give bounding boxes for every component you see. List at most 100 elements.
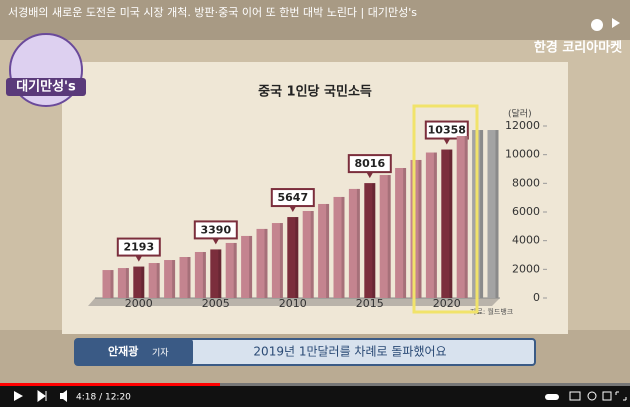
bar-side [249, 235, 253, 298]
bar [241, 235, 253, 298]
callout-box [116, 237, 161, 257]
bar [164, 260, 176, 298]
bar [102, 270, 114, 298]
next-button[interactable] [37, 390, 47, 402]
bar [487, 130, 499, 298]
highlight-box [412, 104, 479, 314]
time-display: 4:18 / 12:20 [76, 393, 131, 403]
brand: 한경 코리아마켓 [534, 40, 622, 56]
bar-side [356, 188, 360, 298]
bar [133, 266, 145, 298]
y-tick-label: 6000 [512, 205, 540, 218]
caption-text: 2019년 1만달러를 차례로 돌파했어요 [253, 345, 446, 359]
bar [117, 268, 129, 298]
logo: 대기만성's [16, 79, 76, 95]
bar-side [449, 149, 453, 298]
bar-side [433, 152, 437, 298]
bar-side [310, 210, 314, 298]
chart-title: 중국 1인당 국민소득 [258, 84, 372, 100]
bar [225, 242, 237, 298]
bar [333, 196, 345, 298]
bar-side [372, 183, 376, 298]
bar [379, 175, 391, 298]
clock-icon[interactable] [591, 19, 603, 31]
bar-side [172, 260, 176, 298]
bar-side [326, 203, 330, 298]
settings-button[interactable] [587, 391, 597, 401]
data-label: 5647 [277, 191, 308, 204]
autoplay-toggle[interactable] [545, 394, 559, 400]
x-tick-label: 2005 [202, 297, 230, 310]
control-bar [0, 386, 630, 407]
bar-side [295, 217, 299, 298]
bar [425, 152, 437, 298]
callout-box [270, 188, 315, 208]
bar [348, 188, 360, 298]
bar [179, 257, 191, 298]
x-tick-label: 2015 [356, 297, 384, 310]
bar-side [264, 228, 268, 298]
x-tick-label: 2010 [279, 297, 307, 310]
callout-box [347, 154, 392, 174]
subtitles-button[interactable] [569, 391, 581, 401]
y-tick-label: 10000 [505, 148, 540, 161]
data-label: 8016 [354, 157, 385, 170]
bar-side [341, 196, 345, 298]
bar-side [202, 251, 206, 298]
y-tick-label: 2000 [512, 262, 540, 275]
bar-side [218, 249, 222, 298]
bar [271, 223, 283, 298]
bar-side [403, 167, 407, 298]
collage-top [0, 0, 630, 40]
x-tick-label: 2020 [433, 297, 461, 310]
bar [194, 251, 206, 298]
bar-side [279, 223, 283, 298]
bar [210, 249, 222, 298]
y-tick-label: 12000 [505, 119, 540, 132]
chart-panel [62, 62, 568, 334]
source: 자료: 월드뱅크 [470, 307, 514, 316]
caption-name: 안재광 [108, 344, 138, 358]
x-tick-label: 2000 [125, 297, 153, 310]
logo-banner [6, 78, 86, 96]
bar [441, 149, 453, 298]
caption-name-box [75, 339, 193, 365]
bar-side [187, 257, 191, 298]
play-button[interactable] [14, 391, 23, 401]
bar [287, 217, 299, 298]
data-label: 10358 [428, 124, 466, 137]
bar-side [125, 268, 129, 298]
bar [395, 167, 407, 298]
chart-floor [88, 298, 500, 306]
data-label: 3390 [200, 223, 231, 236]
bar [456, 136, 468, 298]
y-tick-label: 4000 [512, 234, 540, 247]
bar-side [480, 130, 484, 298]
progress-played [0, 383, 220, 386]
volume-button[interactable] [60, 390, 67, 402]
callout-box [424, 120, 469, 140]
data-label: 2193 [123, 241, 154, 254]
fullscreen-button[interactable] [615, 391, 627, 401]
video-title: 서경배의 새로운 도전은 미국 시장 개척. 방판·중국 이어 또 한번 대박 … [8, 6, 417, 19]
bar [256, 228, 268, 298]
bar-side [464, 136, 468, 298]
bar-side [110, 270, 114, 298]
bar-side [495, 130, 499, 298]
bar-side [141, 266, 145, 298]
bar-side [156, 263, 160, 298]
bar [410, 159, 422, 298]
progress-track[interactable] [0, 383, 630, 386]
bar [318, 203, 330, 298]
callout-box [193, 220, 238, 240]
share-icon[interactable] [612, 18, 620, 28]
bar-side [387, 175, 391, 298]
bar-side [418, 159, 422, 298]
y-tick-label: 8000 [512, 176, 540, 189]
bar [302, 210, 314, 298]
miniplayer-button[interactable] [602, 391, 612, 401]
y-tick-label: 0 [533, 291, 540, 304]
y-unit: (달러) [508, 108, 532, 120]
